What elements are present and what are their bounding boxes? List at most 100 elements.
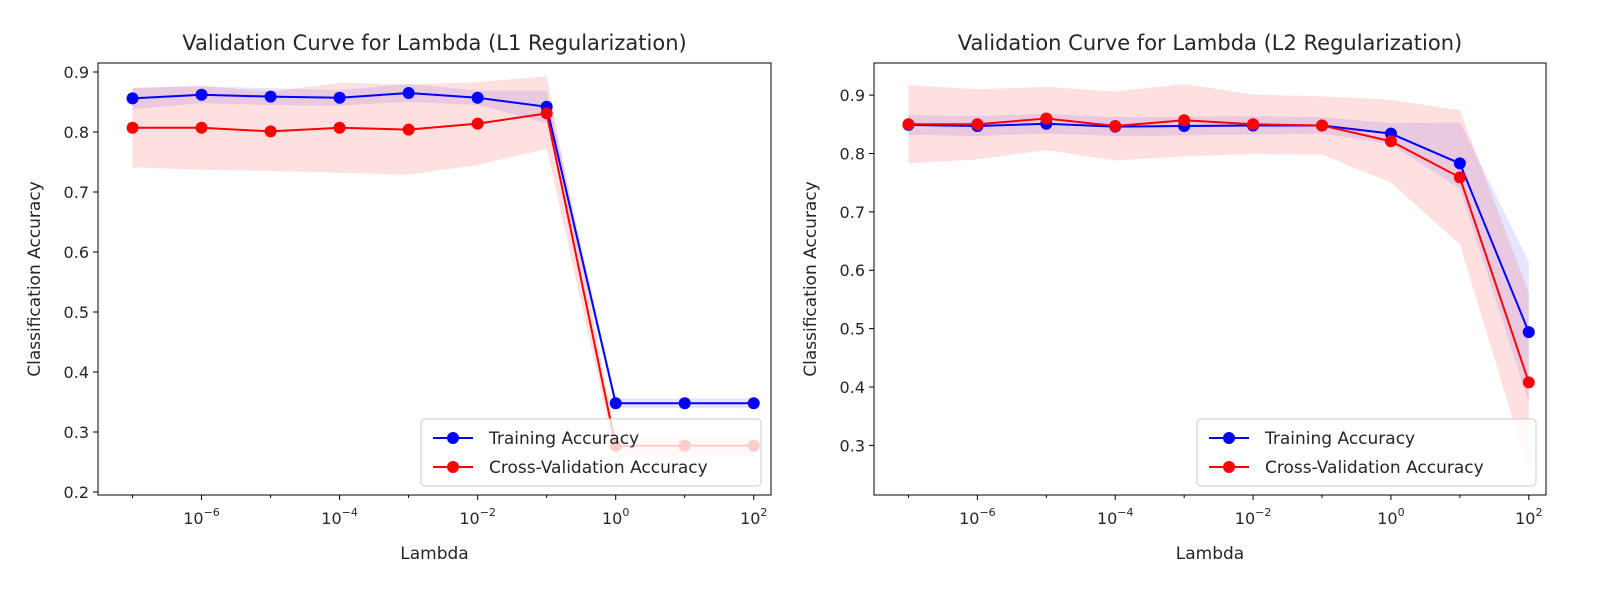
x-tick-label: 10−6 (959, 506, 996, 528)
x-tick-label: 10−2 (459, 506, 496, 528)
x-axis-label: Lambda (1176, 544, 1244, 564)
data-point-training (195, 88, 208, 101)
data-point-cross-validation (1109, 120, 1122, 133)
x-tick-base: 10 (459, 509, 479, 528)
data-point-cross-validation (1247, 118, 1260, 131)
x-tick-label: 10−6 (183, 506, 220, 528)
y-tick-label: 0.6 (64, 243, 89, 262)
y-tick-label: 0.7 (64, 183, 89, 202)
x-tick-label: 10−2 (1235, 506, 1272, 528)
x-tick-base: 10 (740, 509, 760, 528)
x-tick-exponent: 0 (622, 506, 629, 519)
data-point-cross-validation (1040, 112, 1053, 125)
data-point-cross-validation (971, 118, 984, 131)
legend: Training Accuracy Cross-Validation Accura… (1196, 418, 1537, 487)
x-tick-base: 10 (1515, 509, 1535, 528)
x-tick-label: 100 (1377, 506, 1404, 528)
axes-frame (97, 62, 772, 496)
axes-frame (873, 62, 1547, 496)
confidence-band-training (908, 113, 1529, 402)
data-point-cross-validation (1178, 114, 1191, 127)
y-tick-label: 0.9 (64, 63, 89, 82)
y-tick-label: 0.5 (840, 320, 865, 339)
legend-box (420, 418, 762, 487)
data-point-cross-validation (1316, 119, 1328, 132)
legend-marker-training (1223, 432, 1235, 444)
y-axis-label: Classification Accuracy (25, 181, 45, 377)
x-tick-exponent: −6 (204, 506, 220, 519)
x-tick-base: 10 (959, 509, 979, 528)
chart-panel-2: 0.30.40.50.60.70.80.910−6 10−4 10−2 100 102V… (801, 31, 1547, 564)
data-point-training (126, 92, 139, 105)
data-point-training (678, 397, 691, 410)
x-tick-base: 10 (1235, 509, 1255, 528)
legend-marker-cross-validation (447, 461, 459, 473)
legend-marker-cross-validation (1223, 461, 1235, 473)
y-tick-label: 0.2 (64, 483, 89, 502)
chart-panel-1: 0.20.30.40.50.60.70.80.910−6 10−4 10−2 100 1… (25, 31, 772, 564)
data-point-cross-validation (402, 123, 415, 136)
y-tick-label: 0.8 (64, 123, 89, 142)
legend-label-cross-validation: Cross-Validation Accuracy (489, 458, 708, 478)
data-point-cross-validation (1453, 171, 1466, 184)
series-line-cross-validation (908, 117, 1530, 383)
x-tick-exponent: 0 (1398, 506, 1405, 519)
x-tick-base: 10 (183, 509, 203, 528)
data-point-cross-validation (264, 125, 277, 138)
y-tick-label: 0.4 (840, 378, 865, 397)
data-point-training (1522, 326, 1535, 339)
legend: Training Accuracy Cross-Validation Accura… (420, 418, 762, 487)
x-tick-label: 102 (740, 506, 767, 528)
x-tick-exponent: −2 (1255, 506, 1271, 519)
y-tick-label: 0.3 (64, 423, 89, 442)
y-tick-label: 0.6 (840, 261, 865, 280)
y-tick-label: 0.7 (840, 203, 865, 222)
data-point-cross-validation (126, 121, 139, 134)
data-point-training (264, 90, 277, 103)
x-tick-label: 102 (1515, 506, 1542, 528)
data-point-cross-validation (1384, 135, 1397, 148)
y-tick-label: 0.8 (840, 144, 865, 163)
confidence-band-cross-validation (908, 84, 1529, 472)
series-line-training (132, 91, 754, 405)
y-tick-label: 0.9 (840, 86, 865, 105)
data-point-training (609, 397, 622, 410)
legend-label-training: Training Accuracy (1264, 429, 1415, 449)
chart-title: Validation Curve for Lambda (L2 Regulari… (958, 31, 1462, 55)
data-point-training (471, 91, 484, 104)
data-point-cross-validation (1522, 376, 1535, 389)
x-tick-base: 10 (1377, 509, 1397, 528)
plot-area (902, 84, 1535, 472)
y-tick-label: 0.4 (64, 363, 89, 382)
chart-title: Validation Curve for Lambda (L1 Regulari… (182, 31, 686, 55)
x-tick-exponent: −6 (979, 506, 995, 519)
data-point-cross-validation (540, 107, 553, 120)
x-tick-base: 10 (1097, 509, 1117, 528)
legend-label-training: Training Accuracy (488, 429, 639, 449)
plot-area (126, 76, 760, 456)
x-tick-label: 100 (602, 506, 629, 528)
x-tick-exponent: −4 (1117, 506, 1133, 519)
data-point-cross-validation (902, 118, 915, 131)
x-tick-base: 10 (321, 509, 341, 528)
x-axis-label: Lambda (400, 544, 468, 564)
data-point-cross-validation (471, 117, 484, 130)
legend-label-cross-validation: Cross-Validation Accuracy (1265, 458, 1484, 478)
x-tick-exponent: 2 (760, 506, 767, 519)
x-tick-exponent: 2 (1535, 506, 1542, 519)
data-point-training (333, 91, 346, 104)
x-tick-exponent: −4 (342, 506, 358, 519)
x-tick-label: 10−4 (1097, 506, 1134, 528)
data-point-cross-validation (333, 121, 346, 134)
y-axis-label: Classification Accuracy (801, 181, 821, 377)
legend-box (1196, 418, 1537, 487)
x-tick-base: 10 (602, 509, 622, 528)
data-point-training (747, 397, 760, 410)
data-point-training (402, 87, 415, 99)
x-tick-exponent: −2 (480, 506, 496, 519)
y-tick-label: 0.5 (64, 303, 89, 322)
data-point-cross-validation (195, 121, 208, 134)
x-tick-label: 10−4 (321, 506, 358, 528)
